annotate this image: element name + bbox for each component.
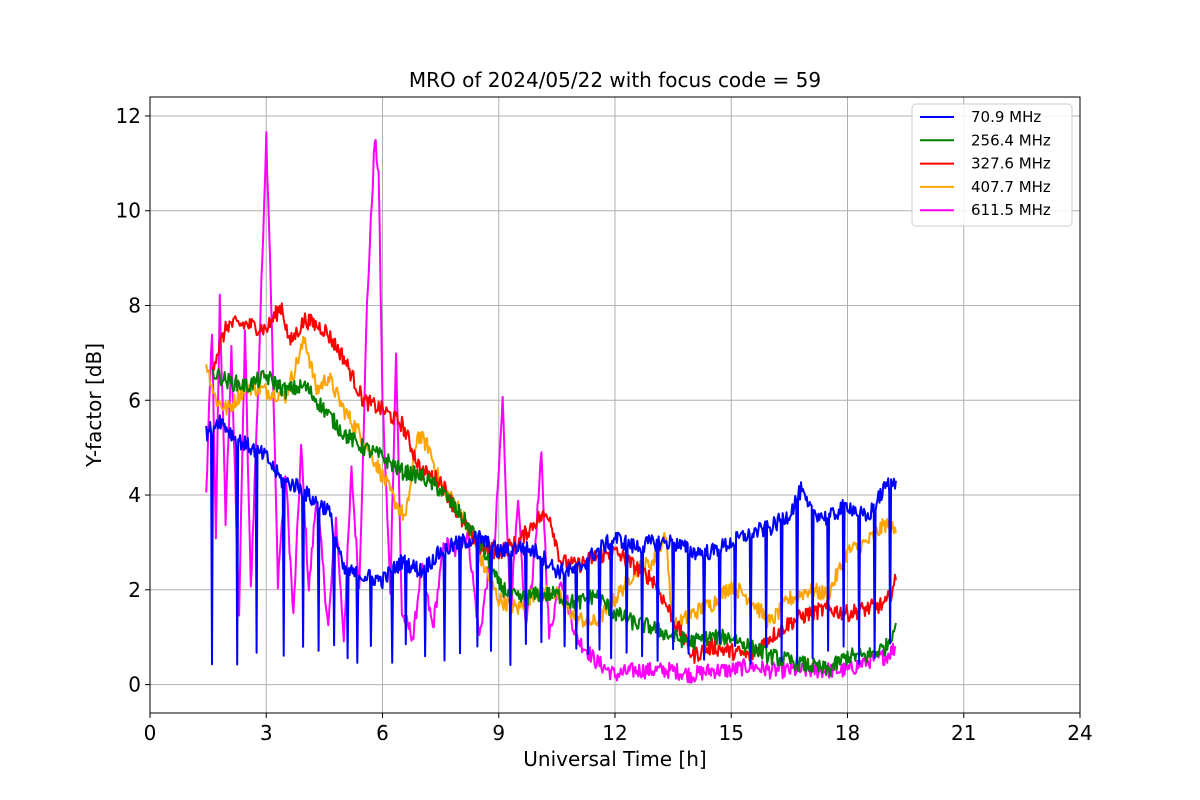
y-tick-label: 10 xyxy=(116,199,141,223)
y-tick-label: 0 xyxy=(128,673,141,697)
x-tick-label: 0 xyxy=(144,721,157,745)
x-tick-label: 3 xyxy=(260,721,273,745)
x-tick-label: 18 xyxy=(835,721,860,745)
legend-label: 407.7 MHz xyxy=(971,178,1051,196)
chart-title: MRO of 2024/05/22 with focus code = 59 xyxy=(409,68,821,92)
x-tick-label: 12 xyxy=(602,721,627,745)
x-tick-label: 15 xyxy=(719,721,744,745)
legend-box xyxy=(911,103,1073,227)
x-tick-label: 6 xyxy=(376,721,389,745)
legend: 70.9 MHz 256.4 MHz 327.6 MHz 407.7 MHz 611.5… xyxy=(911,103,1073,227)
legend-label: 256.4 MHz xyxy=(971,131,1051,149)
y-tick-label: 12 xyxy=(116,104,141,128)
series-group xyxy=(205,131,897,684)
legend-label: 70.9 MHz xyxy=(971,108,1041,126)
x-tick-label: 24 xyxy=(1067,721,1092,745)
legend-label: 611.5 MHz xyxy=(971,201,1051,219)
legend-label: 327.6 MHz xyxy=(971,155,1051,173)
y-tick-label: 8 xyxy=(128,293,141,317)
x-tick-label: 9 xyxy=(492,721,505,745)
y-tick-label: 2 xyxy=(128,578,141,602)
series-line xyxy=(205,414,897,666)
plot-area xyxy=(205,131,897,684)
y-tick-label: 6 xyxy=(128,388,141,412)
y-axis-label: Y-factor [dB] xyxy=(82,343,106,468)
x-tick-label: 21 xyxy=(951,721,976,745)
x-axis-label: Universal Time [h] xyxy=(523,747,706,771)
y-tick-label: 4 xyxy=(128,483,141,507)
